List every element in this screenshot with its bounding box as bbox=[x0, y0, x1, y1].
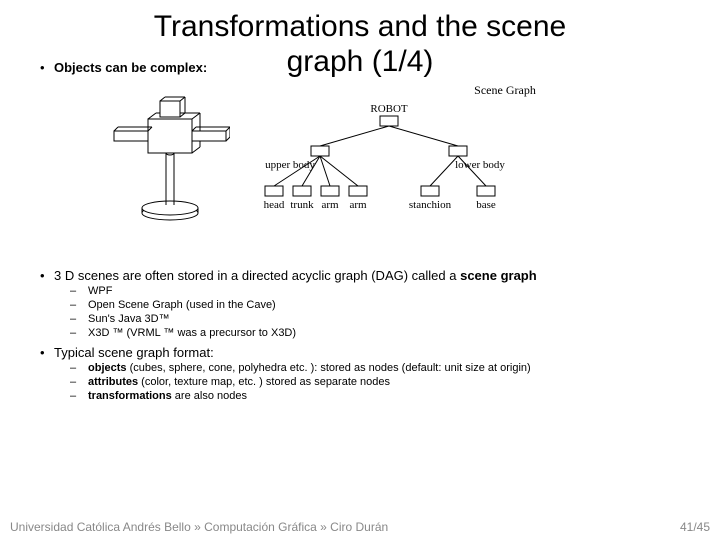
scene-graph-tree: Scene Graph bbox=[230, 83, 720, 238]
bullet-1: • Objects can be complex: bbox=[40, 60, 207, 75]
sub-bullet-3-1: –attributes (color, texture map, etc. ) … bbox=[40, 376, 720, 388]
lower-content: • 3 D scenes are often stored in a direc… bbox=[0, 268, 720, 402]
sub-bullet-3-2: –transformations are also nodes bbox=[40, 390, 720, 402]
tree-leaf-stanchion: stanchion bbox=[409, 199, 452, 211]
footer: Universidad Católica Andrés Bello » Comp… bbox=[10, 520, 710, 534]
sub-bullet-3-0: –objects (cubes, sphere, cone, polyhedra… bbox=[40, 362, 720, 374]
tree-leaf-base: base bbox=[476, 199, 496, 211]
bullet-dot: • bbox=[40, 268, 54, 283]
sub-bullet-2-0: –WPF bbox=[40, 285, 720, 297]
bullet-2-text: 3 D scenes are often stored in a directe… bbox=[54, 268, 537, 283]
sub-bullet-2-1: –Open Scene Graph (used in the Cave) bbox=[40, 299, 720, 311]
footer-right: 41/45 bbox=[680, 520, 710, 534]
tree-leaf-arm1: arm bbox=[321, 199, 339, 211]
tree-upper-label: upper body bbox=[265, 159, 315, 171]
footer-left: Universidad Católica Andrés Bello » Comp… bbox=[10, 520, 388, 534]
title-line-2: graph (1/4) bbox=[287, 45, 434, 78]
bullet-2: • 3 D scenes are often stored in a direc… bbox=[40, 268, 720, 283]
sub-bullet-2-2: –Sun's Java 3D™ bbox=[40, 313, 720, 325]
tree-root-label: ROBOT bbox=[370, 103, 408, 115]
title-line-1: Transformations and the scene bbox=[154, 10, 566, 43]
bullet-3: • Typical scene graph format: bbox=[40, 345, 720, 360]
tree-svg: ROBOT upper body lower body head trunk a… bbox=[230, 98, 550, 238]
robot-illustration bbox=[110, 83, 230, 233]
bullet-dot: • bbox=[40, 60, 54, 75]
diagram-area: Scene Graph bbox=[0, 83, 720, 238]
tree-leaf-arm2: arm bbox=[349, 199, 367, 211]
tree-lower-label: lower body bbox=[455, 159, 505, 171]
tree-leaf-trunk: trunk bbox=[290, 199, 314, 211]
tree-leaf-head: head bbox=[264, 199, 285, 211]
sub-bullet-2-3: –X3D ™ (VRML ™ was a precursor to X3D) bbox=[40, 327, 720, 339]
tree-caption: Scene Graph bbox=[290, 83, 720, 98]
bullet-3-text: Typical scene graph format: bbox=[54, 345, 214, 360]
bullet-dot: • bbox=[40, 345, 54, 360]
bullet-1-text: Objects can be complex: bbox=[54, 60, 207, 75]
